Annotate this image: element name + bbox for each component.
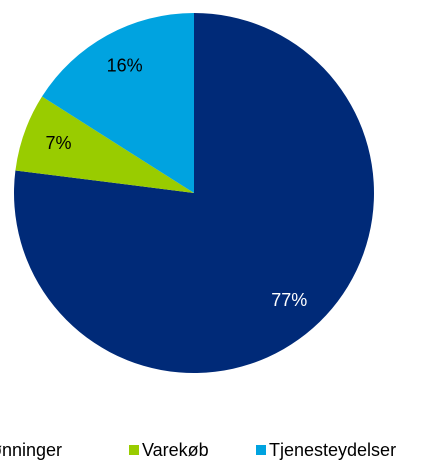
pie-slice: [15, 96, 194, 193]
data-label: 16%: [107, 56, 143, 76]
legend-marker: [256, 445, 266, 455]
data-label: 7%: [46, 133, 72, 153]
legend-label: Lønninger: [0, 440, 62, 460]
legend-label: Varekøb: [142, 440, 209, 460]
legend-marker: [129, 445, 139, 455]
pie-slice: [42, 13, 195, 193]
data-label: 77%: [271, 290, 307, 310]
legend-label: Tjenesteydelser: [269, 440, 396, 460]
